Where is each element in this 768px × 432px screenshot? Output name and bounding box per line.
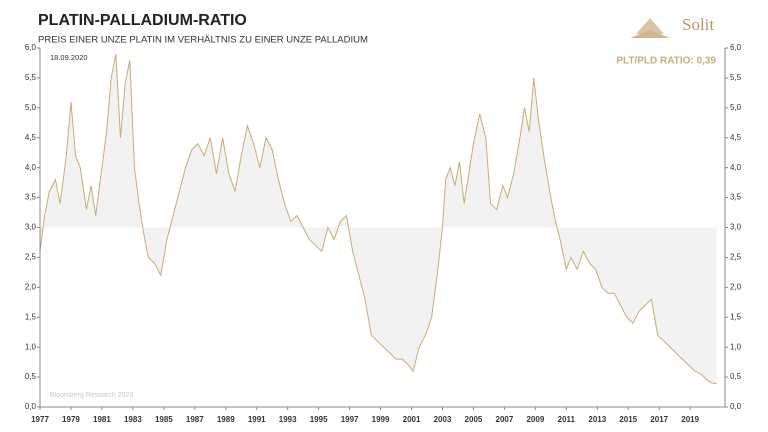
y-tick-label: 2,5 — [25, 253, 37, 262]
logo-icon — [636, 18, 664, 34]
x-tick-label: 1983 — [124, 415, 142, 424]
logo-icon-base — [630, 30, 670, 38]
y-tick-label: 4,0 — [25, 163, 37, 172]
x-tick-label: 1985 — [155, 415, 173, 424]
y2-tick-label: 2,0 — [730, 282, 742, 291]
x-tick-label: 1981 — [93, 415, 111, 424]
x-tick-label: 2013 — [588, 415, 606, 424]
x-tick-label: 2003 — [434, 415, 452, 424]
deviation-area — [40, 53, 717, 384]
x-tick-label: 1989 — [217, 415, 235, 424]
logo: Solit — [630, 15, 714, 38]
y2-tick-label: 1,0 — [730, 342, 742, 351]
x-tick-label: 2015 — [619, 415, 637, 424]
y2-tick-label: 0,5 — [730, 372, 742, 381]
ratio-line — [39, 53, 717, 385]
chart-title: PLATIN-PALLADIUM-RATIO — [38, 12, 247, 29]
y2-tick-label: 3,5 — [730, 193, 742, 202]
x-tick-label: 1991 — [248, 415, 266, 424]
y-tick-label: 1,5 — [25, 312, 37, 321]
y2-tick-label: 1,5 — [730, 312, 742, 321]
x-tick-label: 2001 — [403, 415, 421, 424]
annotation: PLT/PLD RATIO: 0,39 — [616, 56, 716, 67]
y-tick-label: 4,5 — [25, 133, 37, 142]
x-tick-label: 1995 — [310, 415, 328, 424]
x-tick-label: 1993 — [279, 415, 297, 424]
date-label: 18.09.2020 — [50, 53, 88, 62]
x-tick-label: 1979 — [62, 415, 80, 424]
y2-tick-label: 2,5 — [730, 253, 742, 262]
y-tick-label: 1,0 — [25, 342, 37, 351]
y-tick-label: 3,5 — [25, 193, 37, 202]
x-tick-label: 1997 — [341, 415, 359, 424]
x-tick-label: 2019 — [681, 415, 699, 424]
x-tick-label: 1987 — [186, 415, 204, 424]
y2-tick-label: 4,0 — [730, 163, 742, 172]
y2-tick-label: 5,0 — [730, 103, 742, 112]
x-tick-label: 2009 — [526, 415, 544, 424]
y-tick-label: 2,0 — [25, 282, 37, 291]
x-tick-label: 2011 — [558, 415, 576, 424]
y-tick-label: 3,0 — [25, 223, 37, 232]
y2-tick-label: 5,5 — [730, 73, 742, 82]
y-tick-label: 5,5 — [25, 73, 37, 82]
logo-text: Solit — [682, 15, 714, 34]
x-tick-label: 2017 — [650, 415, 668, 424]
chart-subtitle: PREIS EINER UNZE PLATIN IM VERHÄLTNIS ZU… — [38, 35, 368, 46]
x-tick-label: 1999 — [372, 415, 390, 424]
y2-tick-label: 3,0 — [730, 223, 742, 232]
x-tick-label: 1977 — [31, 415, 49, 424]
y2-tick-label: 6,0 — [730, 43, 742, 52]
source: Bloomberg Research 2020 — [50, 392, 133, 399]
y-tick-label: 0,5 — [25, 372, 37, 381]
y2-tick-label: 4,5 — [730, 133, 742, 142]
x-tick-label: 2005 — [465, 415, 483, 424]
y-tick-label: 6,0 — [25, 43, 37, 52]
x-tick-label: 2007 — [496, 415, 514, 424]
y-tick-label: 0,0 — [25, 402, 37, 411]
y2-tick-label: 0,0 — [730, 402, 742, 411]
y-tick-label: 5,0 — [25, 103, 37, 112]
